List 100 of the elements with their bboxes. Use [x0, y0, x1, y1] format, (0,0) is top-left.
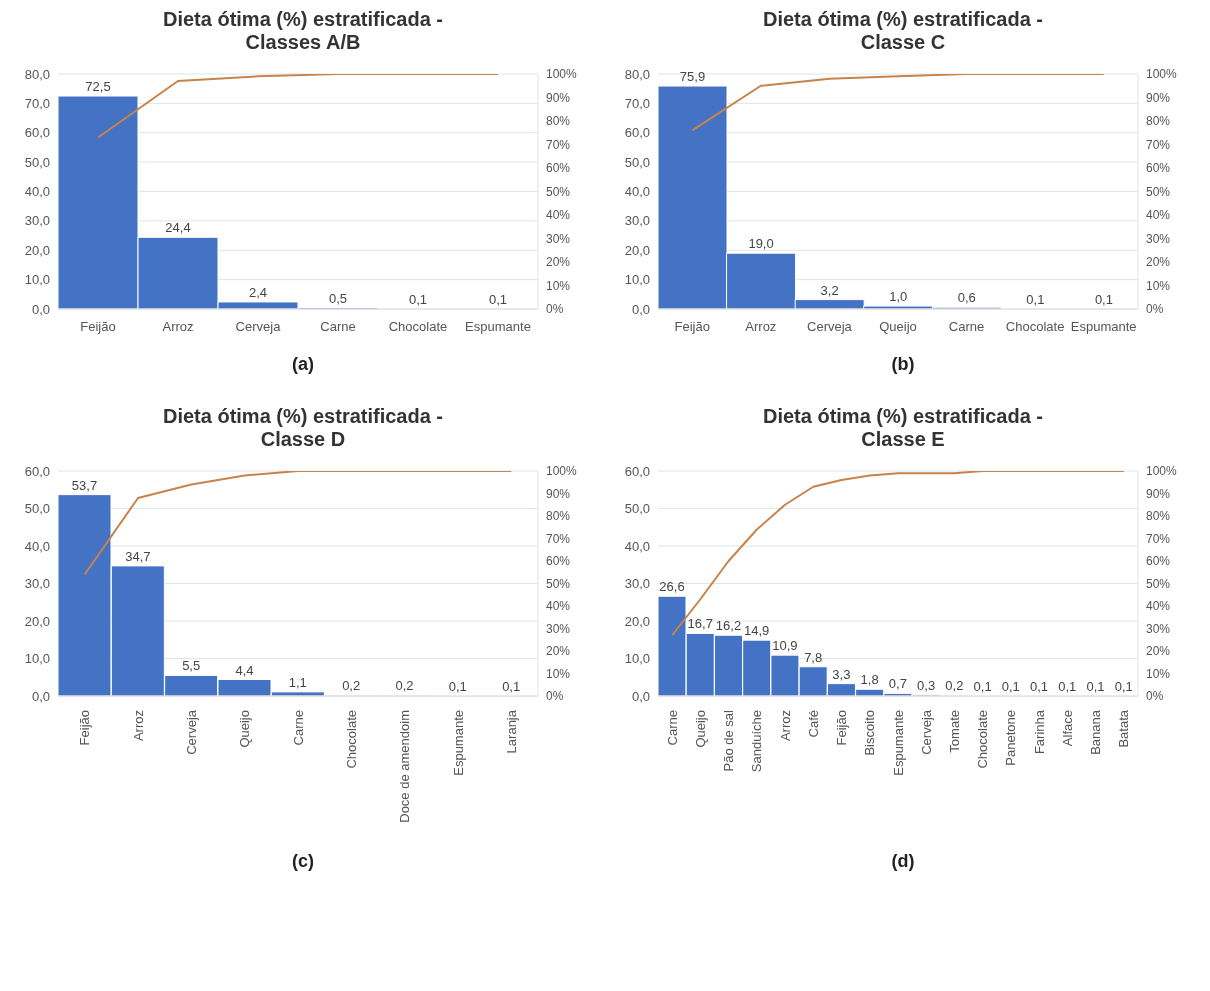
- x-tick-label: Feijão: [80, 319, 116, 334]
- x-tick-label: Arroz: [777, 710, 793, 742]
- y-tick-label: 50,0: [24, 154, 50, 170]
- y2-tick-label: 50%: [546, 576, 571, 591]
- text: (d): [890, 851, 916, 872]
- x-tick-label: Feijão: [834, 710, 850, 746]
- y2-tick-label: 70%: [1146, 137, 1171, 152]
- text: (a): [291, 354, 315, 375]
- y2-tick-label: 80%: [1146, 114, 1171, 129]
- y-tick-label: 40,0: [24, 538, 50, 554]
- y-tick-label: 30,0: [24, 576, 50, 592]
- x-tick-label: Biscoito: [862, 710, 878, 756]
- y2-tick-label: 60%: [546, 554, 571, 569]
- y-tick-label: 0,0: [31, 301, 50, 317]
- y2-tick-label: 100%: [546, 67, 578, 82]
- data-label: 1,8: [860, 672, 879, 688]
- y2-tick-label: 10%: [1146, 278, 1171, 293]
- y-tick-label: 20,0: [624, 242, 650, 258]
- data-label: 53,7: [71, 477, 98, 493]
- y-tick-label: 80,0: [624, 66, 650, 82]
- y2-tick-label: 50%: [1146, 184, 1171, 199]
- x-tick-label: Tomate: [946, 710, 962, 753]
- y-tick-label: 40,0: [24, 184, 50, 200]
- data-label: 3,2: [820, 282, 839, 298]
- y-tick-label: 60,0: [24, 125, 50, 141]
- y2-tick-label: 90%: [546, 90, 571, 105]
- y-tick-label: 70,0: [24, 95, 50, 111]
- y2-tick-label: 50%: [1146, 576, 1171, 591]
- y2-tick-label: 10%: [546, 278, 571, 293]
- y2-tick-label: 60%: [1146, 554, 1171, 569]
- x-tick-label: Laranja: [503, 709, 519, 754]
- data-label: 14,9: [744, 623, 770, 639]
- x-tick-label: Cerveja: [918, 709, 934, 755]
- y2-tick-label: 20%: [546, 255, 571, 270]
- x-tick-label: Cerveja: [183, 709, 199, 755]
- y-tick-label: 30,0: [624, 213, 650, 229]
- y2-tick-label: 30%: [546, 231, 571, 246]
- x-tick-label: Chocolate: [343, 710, 359, 769]
- data-label: 0,1: [448, 678, 467, 694]
- y-tick-label: 0,0: [631, 688, 650, 704]
- y2-tick-label: 50%: [546, 184, 571, 199]
- y-tick-label: 80,0: [24, 66, 50, 82]
- x-tick-label: Queijo: [692, 710, 708, 748]
- data-label: 0,2: [342, 678, 361, 694]
- data-label: 5,5: [182, 658, 201, 674]
- y2-tick-label: 20%: [546, 644, 571, 659]
- x-tick-label: Queijo: [879, 319, 917, 334]
- x-tick-label: Espumante: [450, 710, 466, 776]
- y-tick-label: 0,0: [31, 688, 50, 704]
- x-tick-label: Chocolate: [388, 319, 448, 334]
- data-label: 0,1: [1114, 678, 1133, 694]
- y2-tick-label: 70%: [546, 137, 571, 152]
- x-tick-label: Sanduíche: [749, 710, 765, 773]
- y2-tick-label: 90%: [1146, 90, 1171, 105]
- x-tick-label: Chocolate: [975, 710, 991, 769]
- data-label: 0,1: [488, 291, 508, 307]
- data-label: 1,1: [288, 674, 307, 690]
- y2-tick-label: 30%: [1146, 621, 1171, 636]
- y2-tick-label: 40%: [1146, 208, 1171, 223]
- data-label: 1,0: [889, 289, 908, 305]
- y2-tick-label: 0%: [546, 302, 564, 317]
- y2-tick-label: 40%: [546, 599, 571, 614]
- chart-title: Dieta ótima (%) estratificada - Classe D: [161, 405, 445, 451]
- x-tick-label: Cerveja: [807, 319, 853, 334]
- text: (b): [890, 354, 916, 375]
- x-tick-label: Banana: [1088, 709, 1104, 755]
- chart-title: Dieta ótima (%) estratificada - Classes A/B: [161, 8, 445, 54]
- y2-tick-label: 40%: [546, 208, 571, 223]
- data-label: 16,2: [715, 618, 742, 634]
- y-tick-label: 40,0: [624, 184, 650, 200]
- y-tick-label: 50,0: [624, 501, 650, 517]
- data-label: 0,7: [888, 676, 907, 692]
- data-label: 0,1: [408, 291, 428, 307]
- x-tick-label: Pão de sal: [721, 709, 737, 772]
- x-tick-label: Carne: [290, 710, 306, 746]
- data-label: 34,7: [125, 548, 151, 564]
- data-label: 0,1: [1030, 678, 1049, 694]
- y2-tick-label: 20%: [1146, 255, 1171, 270]
- y2-tick-label: 80%: [546, 114, 571, 129]
- data-label: 3,3: [832, 666, 851, 682]
- data-label: 0,6: [957, 290, 976, 306]
- y2-tick-label: 0%: [1146, 302, 1164, 317]
- x-tick-label: Carne: [320, 319, 356, 334]
- y2-tick-label: 90%: [1146, 486, 1171, 501]
- y2-tick-label: 100%: [546, 464, 578, 479]
- y2-tick-label: 20%: [1146, 644, 1171, 659]
- data-label: 19,0: [748, 236, 774, 252]
- y2-tick-label: 60%: [1146, 161, 1171, 176]
- y2-tick-label: 0%: [546, 689, 564, 704]
- x-tick-label: Arroz: [745, 319, 777, 334]
- x-tick-label: Feijão: [77, 710, 93, 746]
- x-tick-label: Espumante: [890, 710, 906, 776]
- data-label: 0,2: [945, 678, 964, 694]
- data-label: 7,8: [804, 649, 823, 665]
- y2-tick-label: 60%: [546, 161, 571, 176]
- data-label: 0,1: [1058, 678, 1077, 694]
- chart-title: Dieta ótima (%) estratificada - Classe E: [761, 405, 1045, 451]
- data-label: 0,1: [1001, 678, 1020, 694]
- y2-tick-label: 80%: [1146, 509, 1171, 524]
- x-tick-label: Panetone: [1003, 710, 1019, 766]
